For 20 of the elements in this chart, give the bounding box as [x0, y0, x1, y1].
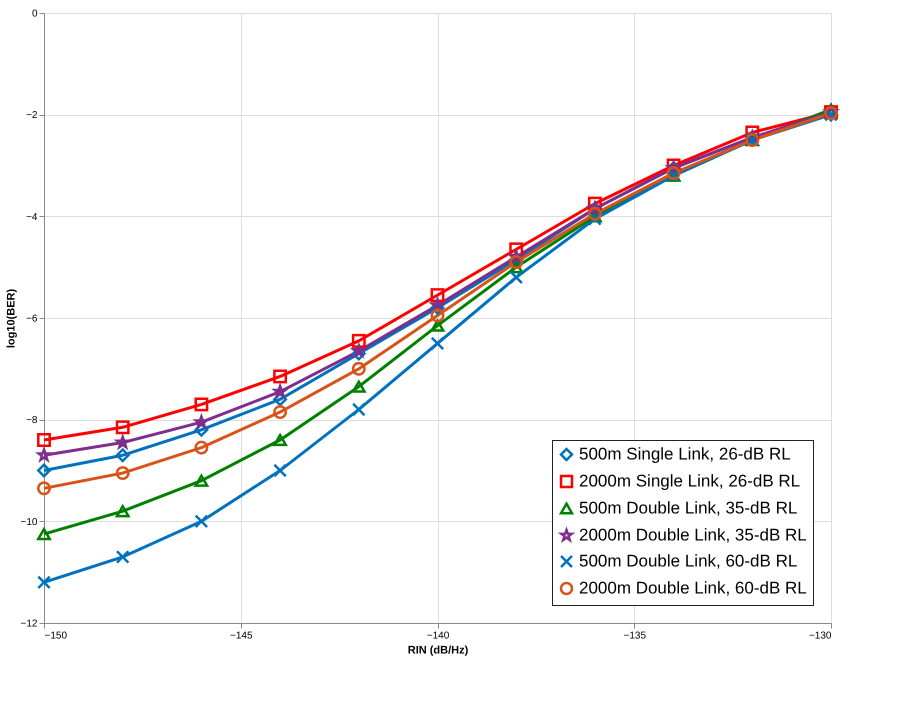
y-axis-title: log10(BER)	[6, 288, 18, 348]
x-tick-label: −135	[623, 630, 646, 642]
legend-label: 500m Single Link, 26-dB RL	[579, 444, 791, 464]
x-tick-label: −140	[426, 630, 450, 642]
y-tick-label: −8	[26, 415, 38, 426]
legend-label: 500m Double Link, 60-dB RL	[579, 552, 798, 570]
legend-label: 2000m Double Link, 60-dB RL	[579, 578, 807, 598]
y-tick-label: −6	[26, 314, 38, 324]
x-tick-label: −150	[44, 630, 68, 642]
x-tick-label: −145	[230, 630, 253, 642]
y-tick-label: −12	[20, 618, 38, 630]
y-tick-label: −4	[26, 212, 38, 223]
y-tick-label: −10	[20, 516, 38, 528]
legend-label: 500m Double Link, 35-dB RL	[579, 498, 798, 518]
x-axis-title: RIN (dB/Hz)	[408, 644, 469, 656]
legend-label: 2000m Double Link, 35-dB RL	[579, 526, 807, 544]
y-tick-label: 0	[32, 8, 38, 20]
y-tick-label: −2	[26, 110, 38, 122]
x-tick-label: −130	[808, 630, 832, 642]
legend-label: 2000m Single Link, 26-dB RL	[579, 472, 800, 490]
